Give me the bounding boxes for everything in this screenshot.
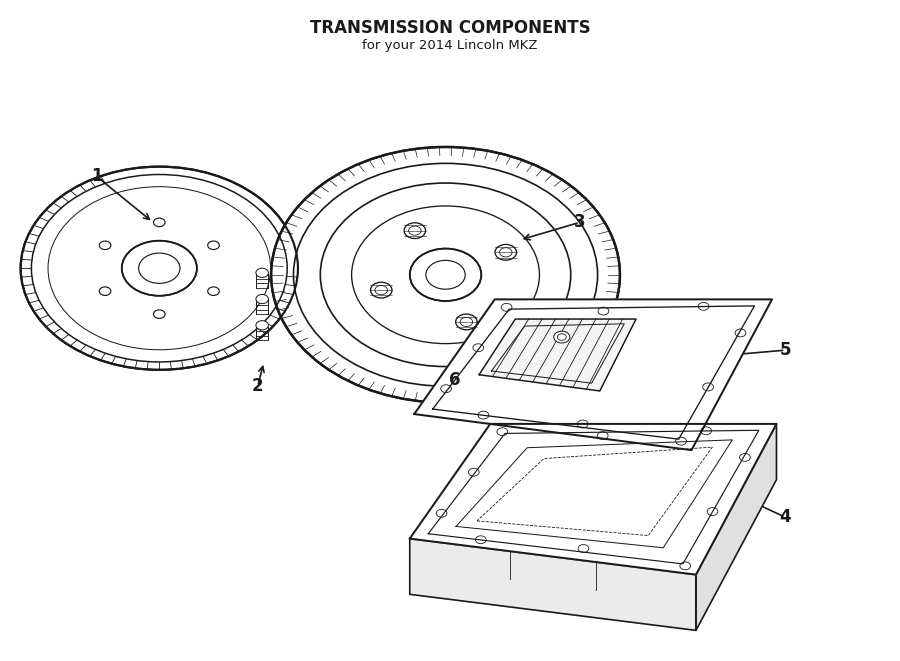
Polygon shape (410, 424, 777, 574)
Circle shape (99, 287, 111, 295)
Circle shape (154, 310, 165, 319)
Text: 6: 6 (449, 371, 460, 389)
Circle shape (122, 241, 197, 295)
Circle shape (256, 294, 268, 303)
Circle shape (554, 331, 570, 343)
Circle shape (495, 245, 517, 260)
Circle shape (154, 218, 165, 227)
Circle shape (371, 282, 392, 298)
Circle shape (208, 287, 220, 295)
Polygon shape (414, 299, 772, 450)
Circle shape (99, 241, 111, 250)
Circle shape (404, 223, 426, 239)
Text: 2: 2 (252, 377, 264, 395)
Polygon shape (696, 424, 777, 631)
Polygon shape (410, 539, 696, 631)
Text: 3: 3 (574, 214, 586, 231)
Circle shape (455, 314, 477, 330)
Text: 1: 1 (91, 167, 103, 186)
Circle shape (256, 321, 268, 330)
Circle shape (256, 268, 268, 278)
Circle shape (271, 147, 620, 403)
Text: TRANSMISSION COMPONENTS: TRANSMISSION COMPONENTS (310, 19, 590, 37)
Circle shape (21, 167, 298, 369)
Polygon shape (479, 319, 636, 391)
Text: for your 2014 Lincoln MKZ: for your 2014 Lincoln MKZ (362, 39, 538, 52)
Circle shape (410, 249, 482, 301)
Text: 5: 5 (779, 341, 791, 359)
Text: 4: 4 (779, 508, 791, 526)
Circle shape (208, 241, 220, 250)
